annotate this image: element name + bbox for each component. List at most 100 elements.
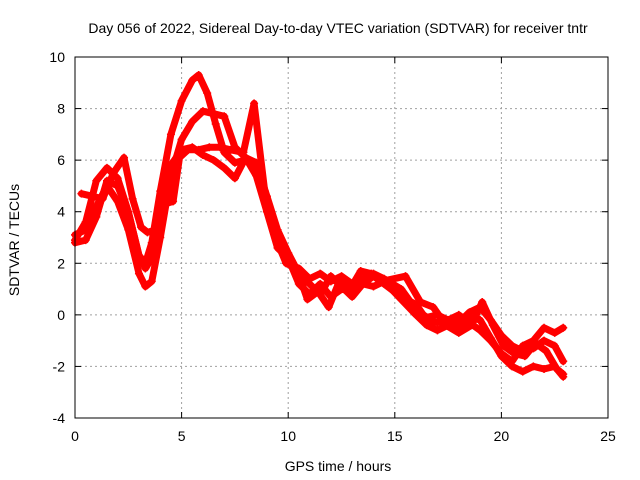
data-point	[169, 197, 178, 206]
y-tick-label: 10	[49, 49, 65, 65]
data-point	[356, 267, 365, 276]
x-tick-label: 5	[178, 428, 186, 444]
data-point	[92, 176, 101, 185]
x-tick-label: 15	[387, 428, 403, 444]
data-point	[203, 89, 212, 98]
data-point	[550, 341, 559, 350]
data-point	[520, 352, 529, 361]
x-tick-label: 20	[494, 428, 510, 444]
data-point	[160, 199, 169, 208]
series-line-track-4	[77, 99, 567, 378]
data-point	[113, 181, 122, 190]
data-point	[540, 365, 549, 374]
data-point	[92, 212, 101, 221]
data-point	[143, 228, 152, 237]
data-series	[71, 71, 568, 381]
data-point	[508, 357, 517, 366]
y-tick-label: 4	[57, 204, 65, 220]
data-point	[220, 163, 229, 172]
data-point	[188, 76, 197, 85]
data-point	[98, 194, 107, 203]
data-point	[188, 117, 197, 126]
data-point	[152, 225, 161, 234]
x-tick-label: 10	[280, 428, 296, 444]
data-point	[128, 194, 137, 203]
x-axis-label: GPS time / hours	[285, 458, 392, 474]
data-point	[316, 269, 325, 278]
data-point	[441, 321, 450, 330]
chart-title: Day 056 of 2022, Sidereal Day-to-day VTE…	[88, 20, 588, 36]
data-point	[542, 346, 551, 355]
data-point	[166, 130, 175, 139]
data-point	[358, 279, 367, 288]
data-point	[303, 295, 312, 304]
data-point	[109, 169, 118, 178]
plot-frame	[74, 56, 609, 419]
data-point	[486, 336, 495, 345]
data-point	[250, 99, 259, 108]
data-point	[194, 145, 203, 154]
data-point	[194, 71, 203, 80]
data-point	[134, 251, 143, 260]
y-tick-label: 6	[57, 152, 65, 168]
data-point	[335, 277, 344, 286]
data-point	[209, 156, 218, 165]
data-point	[369, 282, 378, 291]
data-point	[209, 109, 218, 118]
data-point	[205, 143, 214, 152]
data-point	[326, 272, 335, 281]
data-point	[478, 297, 487, 306]
data-point	[88, 192, 97, 201]
y-tick-label: 8	[57, 101, 65, 117]
x-tick-label: 0	[71, 428, 79, 444]
data-point	[531, 339, 540, 348]
data-point	[416, 297, 425, 306]
data-point	[239, 148, 248, 157]
data-point	[305, 279, 314, 288]
grid-lines	[75, 57, 608, 418]
data-point	[429, 303, 438, 312]
y-tick-label: -4	[53, 410, 66, 426]
data-point	[292, 264, 301, 273]
data-point	[348, 292, 357, 301]
data-point	[397, 285, 406, 294]
data-point	[552, 365, 561, 374]
data-point	[177, 135, 186, 144]
data-point	[550, 328, 559, 337]
data-point	[137, 223, 146, 232]
x-tick-label: 25	[600, 428, 616, 444]
data-point	[102, 163, 111, 172]
data-point	[378, 277, 387, 286]
data-point	[314, 287, 323, 296]
data-point	[540, 336, 549, 345]
tick-labels: 0 5 10 15 20 25 -4 -2 0 2 4 6 8 10	[49, 49, 616, 444]
data-point	[166, 161, 175, 170]
data-point	[220, 112, 229, 121]
data-point	[77, 189, 86, 198]
y-tick-label: -2	[53, 358, 66, 374]
data-point	[454, 310, 463, 319]
data-point	[488, 321, 497, 330]
data-point	[183, 145, 192, 154]
data-point	[559, 370, 568, 379]
data-point	[540, 323, 549, 332]
data-point	[230, 174, 239, 183]
y-tick-label: 0	[57, 307, 65, 323]
data-point	[215, 143, 224, 152]
data-point	[198, 107, 207, 116]
data-point	[271, 233, 280, 242]
data-point	[433, 326, 442, 335]
data-point	[324, 303, 333, 312]
data-point	[134, 269, 143, 278]
data-point	[559, 323, 568, 332]
data-point	[141, 282, 150, 291]
data-point	[559, 357, 568, 366]
data-point	[175, 153, 184, 162]
data-point	[467, 321, 476, 330]
data-point	[476, 326, 485, 335]
y-axis-label: SDTVAR / TECUs	[6, 184, 22, 296]
data-point	[260, 187, 269, 196]
data-point	[422, 316, 431, 325]
data-point	[226, 145, 235, 154]
